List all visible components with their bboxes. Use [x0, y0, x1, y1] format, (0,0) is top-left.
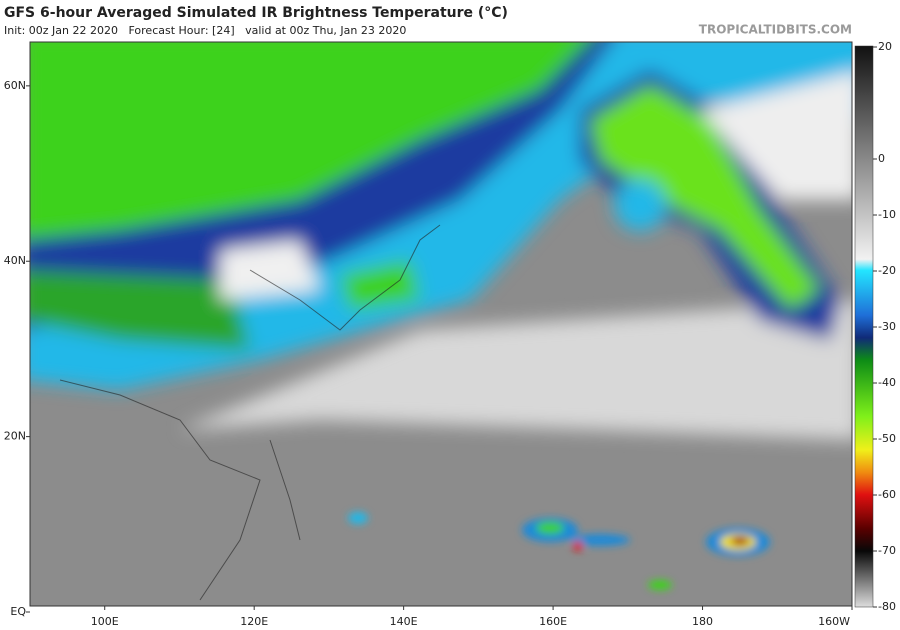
land-cloud — [340, 260, 420, 310]
brand: TROPICALTIDBITS.COM — [699, 23, 852, 37]
coastline — [269, 439, 301, 541]
lat-label: 60N — [4, 79, 26, 92]
colorbar-label: -30 — [878, 320, 896, 333]
convection-cell — [570, 534, 630, 546]
cloud-band — [180, 300, 852, 440]
lon-label: 120E — [240, 615, 268, 628]
cloud-band — [220, 240, 320, 300]
lon-label: 180 — [692, 615, 713, 628]
colorbar-label: -20 — [878, 264, 896, 277]
colorbar-label: 20 — [878, 40, 892, 53]
lat-label: EQ — [10, 605, 26, 618]
lon-label: 140E — [390, 615, 418, 628]
subtitle: Init: 00z Jan 22 2020 Forecast Hour: [24… — [4, 24, 406, 37]
colorbar-label: 0 — [878, 152, 885, 165]
coastline — [59, 379, 261, 601]
lat-label: 20N — [4, 430, 26, 443]
convection-cell — [648, 580, 672, 590]
convection-cell — [348, 512, 368, 524]
colorbar — [854, 45, 874, 608]
satellite-image — [30, 42, 852, 606]
colorbar-label: -50 — [878, 432, 896, 445]
lon-label: 160W — [818, 615, 850, 628]
storm — [590, 85, 820, 310]
convection — [348, 512, 770, 590]
land-cloud — [30, 270, 250, 350]
convection-cell — [536, 522, 564, 534]
colorbar-label: -80 — [878, 600, 896, 613]
cloud-band — [700, 72, 852, 200]
title: GFS 6-hour Averaged Simulated IR Brightn… — [4, 5, 508, 21]
colorbar-label: -60 — [878, 488, 896, 501]
storm-eye — [614, 179, 666, 231]
convection-cell — [731, 537, 749, 545]
lon-label: 100E — [91, 615, 119, 628]
lat-label: 40N — [4, 254, 26, 267]
lon-label: 160E — [539, 615, 567, 628]
coastlines — [59, 224, 441, 601]
cloud-fields — [30, 42, 852, 440]
map-frame — [29, 41, 853, 607]
land-cloud — [30, 42, 588, 239]
coastline — [249, 224, 441, 331]
colorbar-label: -70 — [878, 544, 896, 557]
convection-cell — [573, 541, 583, 551]
colorbar-label: -10 — [878, 208, 896, 221]
colorbar-label: -40 — [878, 376, 896, 389]
